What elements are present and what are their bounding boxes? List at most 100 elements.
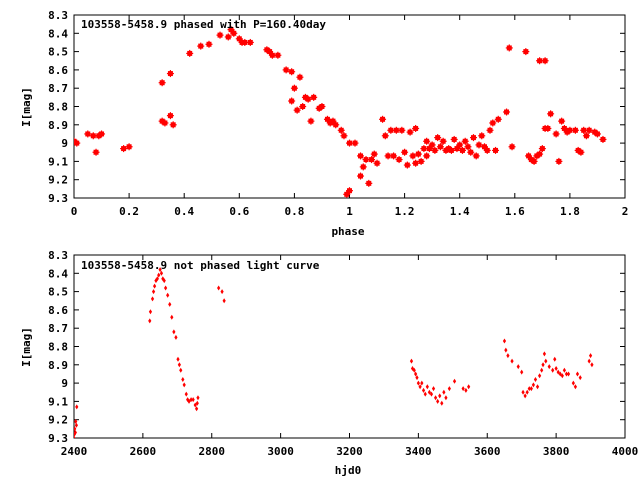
chart-2-data-point [166, 292, 170, 298]
chart-2-data-point [433, 395, 438, 401]
chart-2-data-point [409, 358, 414, 364]
chart-1-data-point [450, 135, 458, 143]
chart-1-data-point [381, 132, 389, 140]
chart-2-data-point [510, 358, 514, 364]
chart-1-data-point [343, 190, 351, 198]
chart-1-x-tick-label: 1.6 [505, 205, 525, 218]
chart-1-data-point [216, 31, 224, 39]
chart-1-data-point [365, 179, 373, 187]
chart-1-data-point [478, 132, 486, 140]
chart-1-data-point [370, 150, 378, 158]
chart-2-y-tick-label: 8.3 [48, 249, 68, 262]
chart-2-data-point [560, 373, 564, 379]
chart-1-y-tick-label: 9.3 [48, 192, 68, 205]
chart-2-data-point [170, 314, 174, 320]
chart-2: 2400 2600 2800 3000 3200 3400 3600 3800 4000 8.3… [20, 249, 638, 477]
chart-2-data-point [148, 309, 153, 315]
chart-1-data-point [197, 42, 205, 50]
chart-1-data-point [417, 157, 425, 165]
chart-1-data-point [158, 79, 166, 87]
chart-2-data-point [164, 285, 168, 291]
chart-2-y-ticks: 8.3 8.4 8.5 8.6 8.7 8.8 8.9 9 9.1 9.2 9.3 [48, 249, 625, 445]
chart-2-data-point [159, 270, 164, 276]
chart-1-y-tick-label: 9 [61, 137, 68, 150]
chart-1-data-point [92, 148, 100, 156]
chart-1-data-point [593, 130, 601, 138]
chart-1-data-point [329, 117, 337, 125]
chart-1-data-point [538, 145, 546, 153]
chart-2-data-point [423, 391, 427, 397]
chart-2-y-axis-title: I[mag] [20, 327, 33, 367]
chart-1-data-point [351, 139, 359, 147]
chart-1-data-point [166, 70, 174, 78]
chart-1-data-point [494, 115, 502, 123]
chart-1-data-point [483, 146, 491, 154]
chart-1-data-point [522, 48, 530, 56]
chart-2-data-point [421, 387, 426, 393]
chart-2-data-point [177, 362, 181, 368]
chart-1-y-tick-label: 8.5 [48, 46, 68, 59]
chart-2-points [74, 267, 594, 438]
chart-2-data-point [535, 384, 540, 390]
chart-1-data-point [224, 33, 232, 41]
chart-1-data-point [472, 152, 480, 160]
chart-1-data-point [425, 145, 433, 153]
chart-1-data-point [467, 148, 475, 156]
chart-1-data-point [525, 152, 533, 160]
chart-1-data-point [84, 130, 92, 138]
chart-1-data-point [434, 134, 442, 142]
chart-2-x-tick-label: 4000 [612, 445, 639, 458]
chart-1-data-point [288, 68, 296, 76]
chart-1-data-point [323, 115, 331, 123]
chart-1-data-point [161, 119, 169, 127]
chart-1-title: 103558-5458.9 phased with P=160.40day [81, 18, 326, 31]
chart-1-data-point [544, 124, 552, 132]
chart-1-x-tick-label: 0.6 [229, 205, 249, 218]
chart-2-data-point [556, 369, 560, 375]
chart-1-data-point [359, 163, 367, 171]
chart-1-data-point [266, 48, 274, 56]
chart-1-data-point [547, 110, 555, 118]
chart-2-data-point [74, 426, 77, 432]
chart-2-data-point [194, 406, 199, 412]
chart-2-data-point [436, 398, 440, 404]
chart-1-data-point [461, 137, 469, 145]
chart-2-data-point [440, 400, 444, 406]
chart-1-data-point [558, 117, 566, 125]
chart-2-data-point [529, 386, 533, 392]
chart-2-data-point [461, 386, 465, 392]
chart-2-x-tick-label: 3200 [336, 445, 363, 458]
chart-2-data-point [523, 393, 527, 399]
chart-1-data-point [401, 148, 409, 156]
chart-1-data-point [332, 121, 340, 129]
chart-2-y-tick-label: 9.2 [48, 414, 68, 427]
chart-1-data-point [340, 132, 348, 140]
chart-1-data-point [166, 112, 174, 120]
chart-2-data-point [533, 376, 538, 382]
chart-1-x-tick-label: 1.4 [450, 205, 470, 218]
chart-2-data-point [420, 380, 424, 386]
chart-1-data-point [503, 108, 511, 116]
chart-1-data-point [373, 159, 381, 167]
chart-1-data-point [74, 139, 81, 147]
chart-1-data-point [412, 159, 420, 167]
chart-2-data-point [566, 371, 571, 377]
chart-1-data-point [447, 146, 455, 154]
chart-2-data-point [447, 386, 451, 392]
chart-2-data-point [74, 419, 78, 425]
chart-2-y-tick-label: 8.5 [48, 286, 68, 299]
chart-2-data-point [551, 367, 555, 373]
chart-1-x-ticks: 0 0.2 0.4 0.6 0.8 1 1.2 1.4 1.6 1.8 2 [71, 15, 628, 218]
chart-2-data-point [452, 378, 457, 384]
chart-2-data-point [150, 296, 155, 302]
chart-1-data-point [390, 152, 398, 160]
chart-1-data-point [227, 26, 235, 34]
chart-1-data-point [536, 150, 544, 158]
chart-1-data-point [395, 156, 403, 164]
chart-1-data-point [464, 143, 472, 151]
chart-1-y-tick-label: 9.1 [48, 155, 68, 168]
chart-1-data-point [98, 130, 106, 138]
chart-2-data-point [176, 356, 180, 362]
chart-2-data-point [554, 365, 558, 371]
